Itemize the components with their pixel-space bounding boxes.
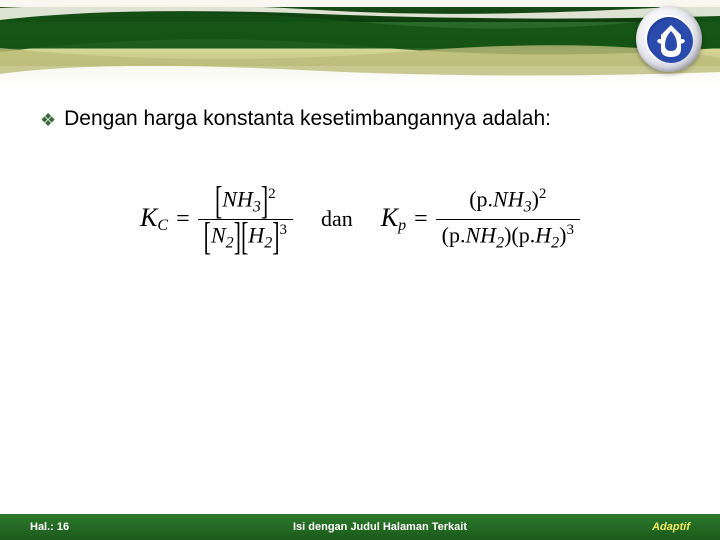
slide-footer: Hal.: 16 Isi dengan Judul Halaman Terkai… <box>0 514 720 540</box>
equals-sign: = <box>176 206 190 233</box>
kp-fraction: (p.NH3)2 (p.NH2)(p.H2)3 <box>436 184 580 254</box>
footer-title: Isi dengan Judul Halaman Terkait <box>160 521 600 533</box>
logo-badge <box>636 6 702 72</box>
kc-fraction: [NH3]2 [N2][H2]3 <box>198 184 293 254</box>
slide-body: ❖ Dengan harga konstanta kesetimbanganny… <box>0 88 720 254</box>
connector-word: dan <box>321 206 353 232</box>
equilibrium-formulas: KC = [NH3]2 [N2][H2]3 dan Kp = (p.NH3) <box>40 184 680 254</box>
kp-numerator: (p.NH3)2 <box>463 184 552 219</box>
bullet-item: ❖ Dengan harga konstanta kesetimbanganny… <box>40 106 680 134</box>
equals-sign: = <box>414 206 428 233</box>
header-wave-decor <box>0 0 720 88</box>
kp-equation: Kp = (p.NH3)2 (p.NH2)(p.H2)3 <box>381 184 580 254</box>
kc-denominator: [N2][H2]3 <box>198 220 293 255</box>
diamond-bullet-icon: ❖ <box>40 106 56 134</box>
bullet-text: Dengan harga konstanta kesetimbangannya … <box>64 106 551 132</box>
page-number: Hal.: 16 <box>0 521 160 533</box>
kc-equation: KC = [NH3]2 [N2][H2]3 <box>140 184 293 254</box>
kp-denominator: (p.NH2)(p.H2)3 <box>436 220 580 255</box>
slide-header <box>0 0 720 88</box>
kp-symbol: Kp <box>381 203 406 235</box>
footer-tag: Adaptif <box>600 521 720 533</box>
kc-symbol: KC <box>140 203 168 235</box>
tut-wuri-handayani-icon <box>645 15 693 63</box>
